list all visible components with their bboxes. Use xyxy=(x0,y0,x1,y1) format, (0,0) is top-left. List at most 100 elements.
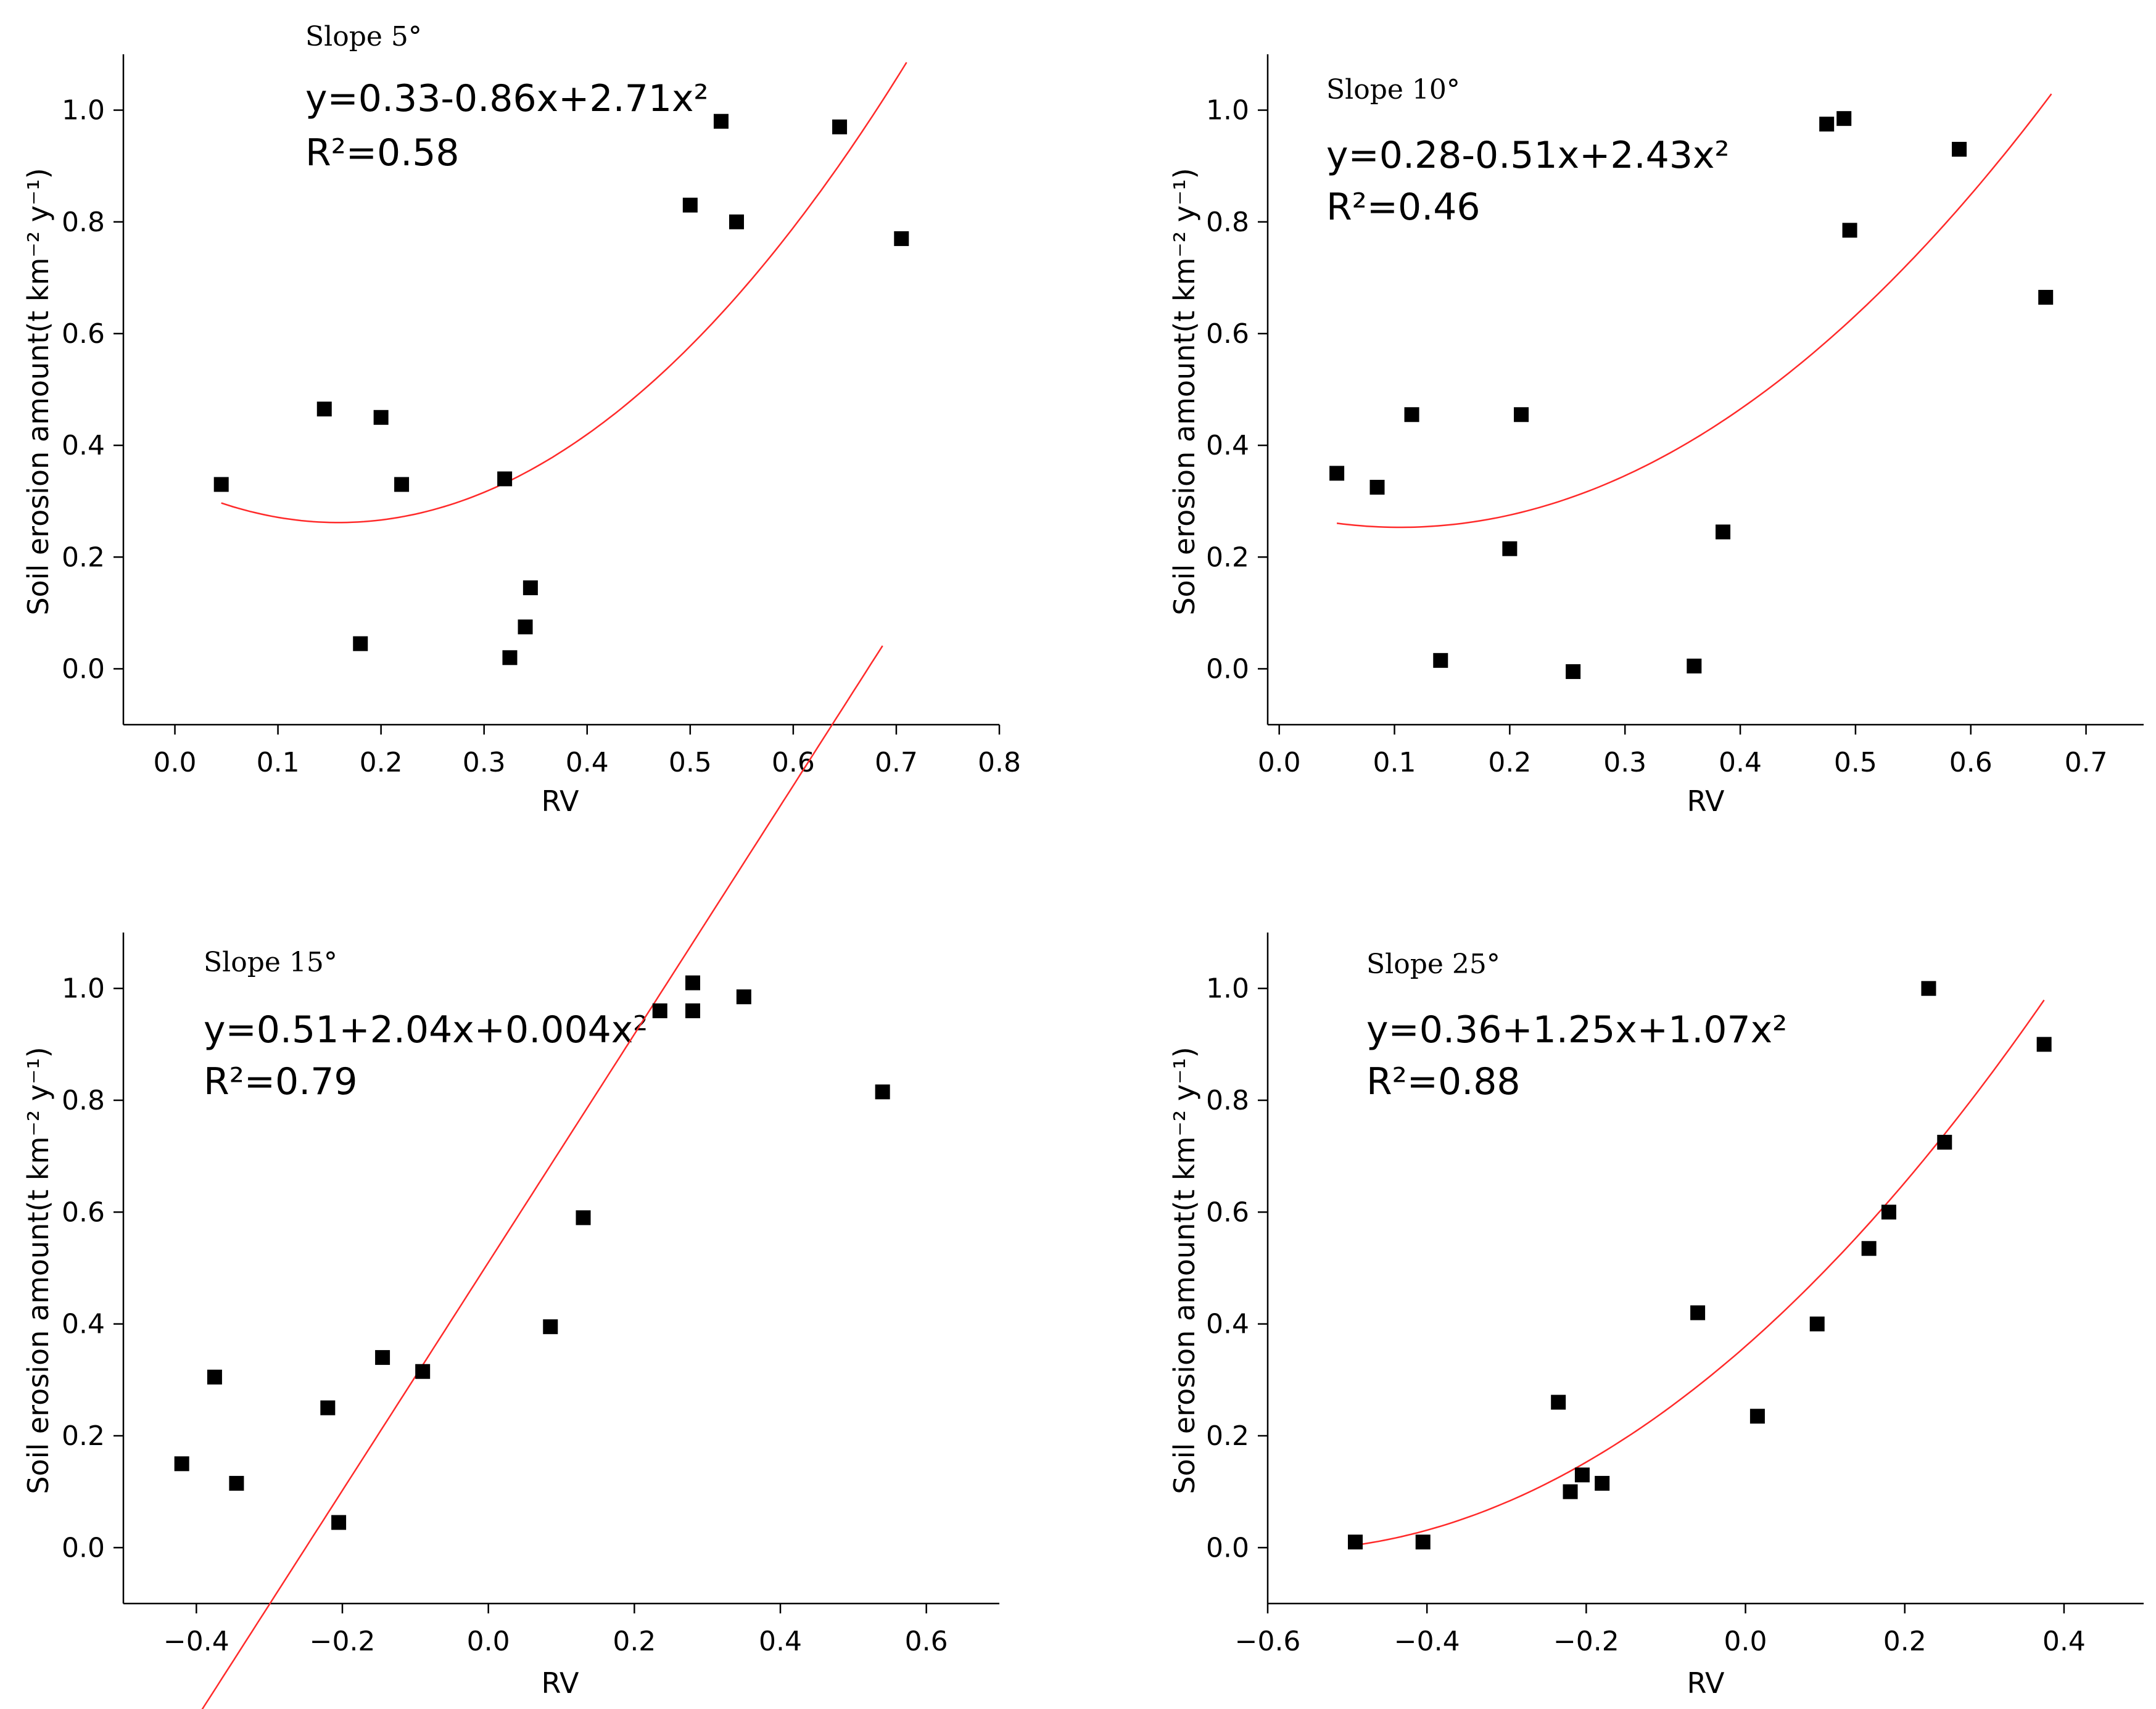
y-tick-label: 0.8 xyxy=(1206,207,1249,238)
data-point xyxy=(576,1210,591,1225)
data-point xyxy=(518,619,533,635)
data-point xyxy=(2038,290,2054,305)
y-tick-label: 1.0 xyxy=(62,973,105,1005)
data-point xyxy=(1716,524,1731,540)
fit-equation: y=0.51+2.04x+0.004x² xyxy=(204,1008,648,1052)
y-tick-label: 0.0 xyxy=(62,1532,105,1563)
x-tick-label: 0.3 xyxy=(1603,747,1646,778)
y-tick-label: 0.4 xyxy=(1206,430,1249,461)
y-tick-label: 0.8 xyxy=(62,207,105,238)
data-point xyxy=(1595,1476,1610,1491)
data-point xyxy=(1881,1205,1896,1220)
y-tick-label: 0.0 xyxy=(62,653,105,685)
x-tick-label: 0.4 xyxy=(1719,747,1762,778)
x-axis-title: RV xyxy=(1687,1666,1725,1700)
data-point xyxy=(682,197,698,213)
data-point xyxy=(1861,1241,1877,1256)
data-point xyxy=(353,636,368,651)
data-point xyxy=(522,580,538,596)
x-tick-label: 0.0 xyxy=(1258,747,1301,778)
y-tick-label: 0.0 xyxy=(1206,1532,1249,1563)
y-tick-label: 0.4 xyxy=(1206,1309,1249,1340)
y-tick-label: 0.0 xyxy=(1206,653,1249,685)
data-point xyxy=(1566,664,1581,679)
x-tick-label: 0.2 xyxy=(360,747,403,778)
panel-slope-10: Slope 10° y=0.28-0.51x+2.43x² R²=0.46 RV… xyxy=(1168,54,2144,818)
x-tick-label: 0.5 xyxy=(1834,747,1877,778)
x-tick-label: 0.4 xyxy=(2042,1626,2086,1657)
data-point xyxy=(415,1364,431,1379)
data-point xyxy=(832,119,848,134)
data-point xyxy=(2036,1037,2052,1052)
data-point xyxy=(1809,1316,1825,1332)
x-tick-label: 0.2 xyxy=(1488,747,1531,778)
y-tick-label: 0.2 xyxy=(62,1420,105,1452)
panel-slope-5: Slope 5° y=0.33-0.86x+2.71x² R²=0.58 RV … xyxy=(22,21,1021,818)
data-point xyxy=(502,650,518,665)
x-tick-label: −0.4 xyxy=(163,1626,229,1657)
data-point xyxy=(320,1400,336,1415)
data-point xyxy=(652,1003,667,1018)
data-point xyxy=(1842,223,1857,238)
data-point xyxy=(213,477,229,492)
r-squared: R²=0.58 xyxy=(305,131,460,175)
x-tick-label: 0.1 xyxy=(257,747,300,778)
fit-equation: y=0.28-0.51x+2.43x² xyxy=(1326,134,1730,177)
data-point xyxy=(543,1319,558,1335)
r-squared: R²=0.79 xyxy=(204,1060,358,1103)
fit-equation: y=0.33-0.86x+2.71x² xyxy=(305,77,709,120)
y-tick-label: 0.4 xyxy=(62,1309,105,1340)
data-point xyxy=(229,1476,244,1491)
r-squared: R²=0.88 xyxy=(1366,1060,1521,1103)
x-tick-label: 0.0 xyxy=(467,1626,510,1657)
data-point xyxy=(394,477,410,492)
x-tick-label: −0.4 xyxy=(1394,1626,1460,1657)
y-tick-label: 0.2 xyxy=(1206,1420,1249,1452)
x-tick-label: 0.4 xyxy=(759,1626,802,1657)
data-point xyxy=(1563,1484,1578,1499)
x-tick-label: 0.1 xyxy=(1373,747,1416,778)
x-axis-title: RV xyxy=(542,1666,579,1700)
panel-slope-25: Slope 25° y=0.36+1.25x+1.07x² R²=0.88 RV… xyxy=(1168,933,2144,1700)
y-axis-title: Soil erosion amount(t km⁻² y⁻¹) xyxy=(1168,168,1201,615)
x-tick-label: 0.7 xyxy=(875,747,918,778)
data-point xyxy=(1348,1534,1363,1550)
data-point xyxy=(1690,1305,1706,1320)
data-point xyxy=(736,989,751,1005)
data-point xyxy=(1836,111,1852,126)
x-axis-title: RV xyxy=(1687,784,1725,818)
data-point xyxy=(1514,407,1529,422)
x-tick-label: −0.2 xyxy=(310,1626,376,1657)
y-axis-title: Soil erosion amount(t km⁻² y⁻¹) xyxy=(22,1047,55,1494)
x-tick-label: 0.6 xyxy=(1949,747,1993,778)
data-point xyxy=(1415,1534,1431,1550)
data-point xyxy=(497,471,513,487)
y-tick-label: 1.0 xyxy=(1206,973,1249,1005)
data-point xyxy=(1819,117,1835,132)
data-point xyxy=(1687,658,1702,673)
data-point xyxy=(1369,480,1385,495)
x-axis-title: RV xyxy=(542,784,579,818)
panel-title: Slope 15° xyxy=(204,947,337,978)
data-point xyxy=(1937,1135,1952,1150)
data-point xyxy=(1551,1394,1566,1410)
x-tick-label: 0.2 xyxy=(1883,1626,1927,1657)
panel-slope-15: Slope 15° y=0.51+2.04x+0.004x² R²=0.79 R… xyxy=(22,645,999,1709)
r-squared: R²=0.46 xyxy=(1326,186,1481,229)
panel-title: Slope 25° xyxy=(1366,949,1500,980)
y-tick-label: 0.6 xyxy=(62,1196,105,1228)
y-tick-label: 0.6 xyxy=(1206,1196,1249,1228)
data-point xyxy=(1921,981,1936,996)
data-point xyxy=(1749,1409,1765,1424)
x-tick-label: 0.3 xyxy=(463,747,506,778)
data-point xyxy=(316,402,332,417)
x-tick-label: 0.0 xyxy=(1724,1626,1767,1657)
x-tick-label: 0.8 xyxy=(978,747,1021,778)
y-tick-label: 1.0 xyxy=(62,95,105,126)
data-point xyxy=(713,113,729,129)
data-point xyxy=(894,231,909,246)
x-tick-label: −0.6 xyxy=(1235,1626,1301,1657)
x-tick-label: 0.5 xyxy=(669,747,712,778)
y-tick-label: 0.4 xyxy=(62,430,105,461)
